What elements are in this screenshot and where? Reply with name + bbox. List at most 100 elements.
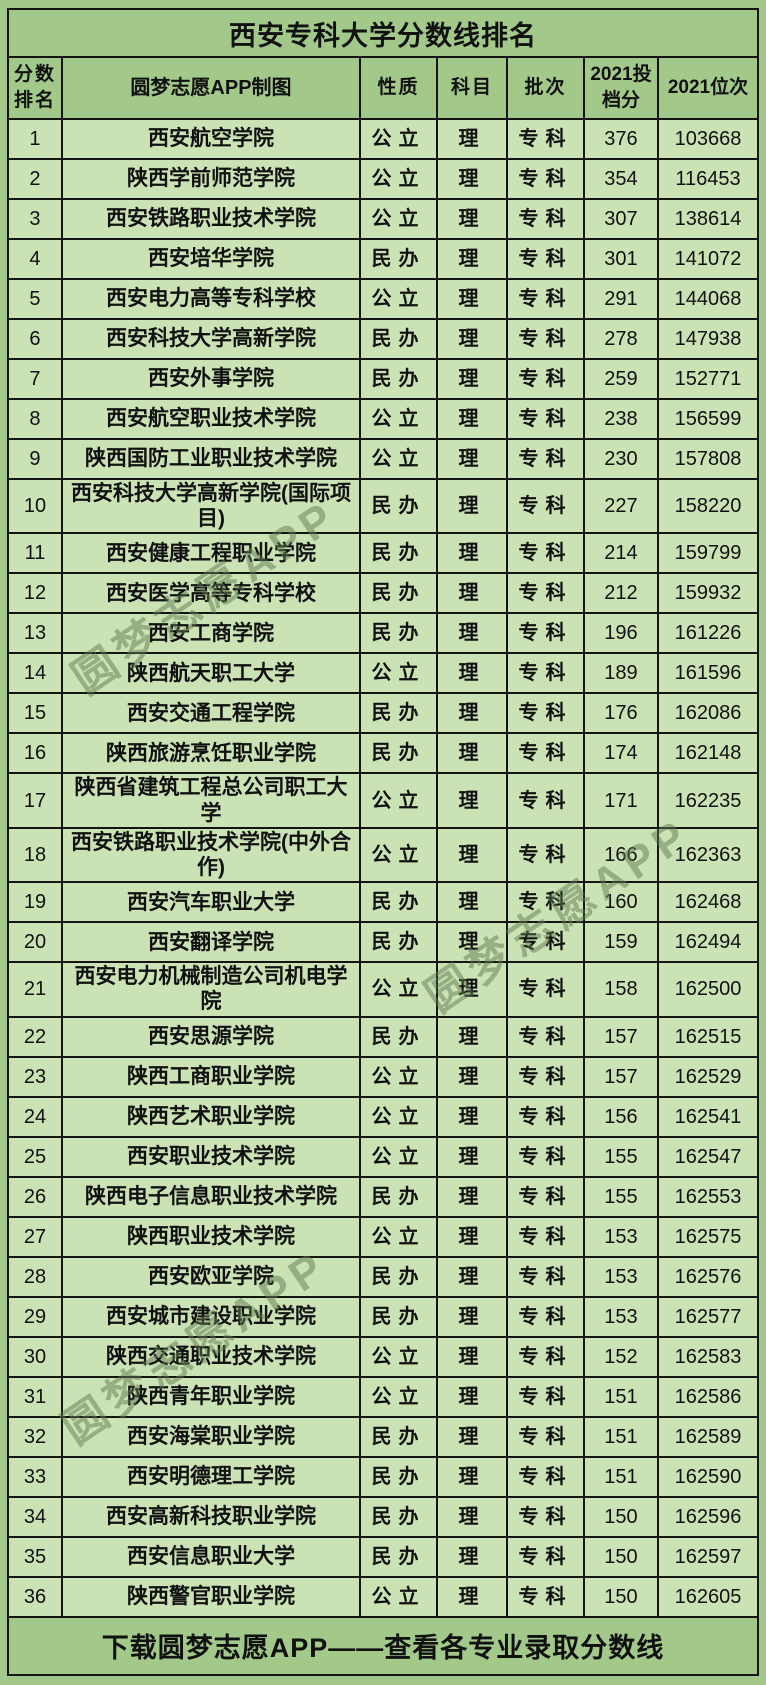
- cell-subject: 理: [435, 572, 508, 615]
- cell-nature: 民办: [358, 1175, 438, 1218]
- cell-rank: 36: [6, 1575, 63, 1618]
- cell-batch: 专科: [505, 1175, 585, 1218]
- cell-school: 陕西职业技术学院: [60, 1215, 361, 1258]
- cell-position: 162500: [656, 961, 760, 1018]
- cell-score: 301: [582, 238, 659, 280]
- cell-rank: 31: [6, 1375, 63, 1418]
- cell-nature: 公立: [358, 1575, 438, 1618]
- cell-position: 162586: [656, 1375, 760, 1418]
- cell-position: 162553: [656, 1175, 760, 1218]
- cell-subject: 理: [435, 692, 508, 735]
- footer-banner: 下载圆梦志愿APP——查看各专业录取分数线: [6, 1615, 760, 1676]
- table-row: 2 陕西学前师范学院 公立理专科 354 116453: [6, 158, 760, 200]
- cell-position: 162541: [656, 1095, 760, 1138]
- cell-position: 141072: [656, 238, 760, 280]
- cell-position: 162529: [656, 1055, 760, 1098]
- cell-nature: 公立: [358, 1335, 438, 1378]
- col-header-rank: 分数排名: [6, 56, 63, 120]
- cell-nature: 公立: [358, 1135, 438, 1178]
- cell-school: 西安健康工程职业学院: [60, 532, 361, 575]
- cell-school: 西安科技大学高新学院: [60, 318, 361, 360]
- table-row: 11 西安健康工程职业学院 民办理专科 214 159799: [6, 532, 760, 575]
- cell-score: 150: [582, 1535, 659, 1578]
- cell-rank: 10: [6, 477, 63, 535]
- cell-batch: 专科: [505, 118, 585, 160]
- rankings-table: 西安专科大学分数线排名 分数排名 圆梦志愿APP制图 性质 科目 批次 2021投档分 20…: [6, 8, 760, 1676]
- cell-rank: 14: [6, 652, 63, 695]
- table-row: 3 西安铁路职业技术学院 公立理专科 307 138614: [6, 198, 760, 240]
- cell-position: 157808: [656, 438, 760, 480]
- cell-position: 161226: [656, 612, 760, 655]
- cell-rank: 34: [6, 1495, 63, 1538]
- table-body: 1 西安航空学院 公立理专科 376 103668 2 陕西学前师范学院 公立理专科 354 11…: [6, 118, 760, 1618]
- cell-nature: 公立: [358, 278, 438, 320]
- table-row: 7 西安外事学院 民办理专科 259 152771: [6, 358, 760, 400]
- cell-subject: 理: [435, 1335, 508, 1378]
- cell-subject: 理: [435, 1535, 508, 1578]
- cell-school: 西安电力高等专科学校: [60, 278, 361, 320]
- cell-batch: 专科: [505, 398, 585, 440]
- cell-rank: 12: [6, 572, 63, 615]
- cell-batch: 专科: [505, 438, 585, 480]
- table-row: 16 陕西旅游烹饪职业学院 民办理专科 174 162148: [6, 732, 760, 775]
- cell-subject: 理: [435, 961, 508, 1018]
- cell-score: 230: [582, 438, 659, 480]
- cell-nature: 公立: [358, 438, 438, 480]
- cell-subject: 理: [435, 1295, 508, 1338]
- cell-score: 153: [582, 1295, 659, 1338]
- cell-subject: 理: [435, 772, 508, 829]
- cell-subject: 理: [435, 921, 508, 964]
- cell-school: 陕西电子信息职业技术学院: [60, 1175, 361, 1218]
- cell-school: 陕西学前师范学院: [60, 158, 361, 200]
- cell-score: 307: [582, 198, 659, 240]
- cell-school: 陕西省建筑工程总公司职工大学: [60, 772, 361, 829]
- cell-subject: 理: [435, 732, 508, 775]
- cell-nature: 民办: [358, 1295, 438, 1338]
- cell-position: 158220: [656, 477, 760, 535]
- cell-nature: 民办: [358, 692, 438, 735]
- cell-subject: 理: [435, 1455, 508, 1498]
- cell-nature: 民办: [358, 238, 438, 280]
- cell-subject: 理: [435, 1215, 508, 1258]
- cell-rank: 17: [6, 772, 63, 829]
- cell-batch: 专科: [505, 772, 585, 829]
- cell-score: 151: [582, 1455, 659, 1498]
- cell-school: 西安信息职业大学: [60, 1535, 361, 1578]
- cell-nature: 公立: [358, 652, 438, 695]
- cell-batch: 专科: [505, 881, 585, 924]
- cell-position: 156599: [656, 398, 760, 440]
- cell-nature: 公立: [358, 772, 438, 829]
- table-row: 30 陕西交通职业技术学院 公立理专科 152 162583: [6, 1335, 760, 1378]
- cell-batch: 专科: [505, 278, 585, 320]
- table-row: 35 西安信息职业大学 民办理专科 150 162597: [6, 1535, 760, 1578]
- cell-batch: 专科: [505, 358, 585, 400]
- cell-rank: 19: [6, 881, 63, 924]
- cell-school: 西安外事学院: [60, 358, 361, 400]
- table-row: 24 陕西艺术职业学院 公立理专科 156 162541: [6, 1095, 760, 1138]
- cell-rank: 13: [6, 612, 63, 655]
- table-row: 20 西安翻译学院 民办理专科 159 162494: [6, 921, 760, 964]
- table-row: 9 陕西国防工业职业技术学院 公立理专科 230 157808: [6, 438, 760, 480]
- cell-school: 西安职业技术学院: [60, 1135, 361, 1178]
- cell-subject: 理: [435, 438, 508, 480]
- cell-batch: 专科: [505, 318, 585, 360]
- cell-nature: 民办: [358, 358, 438, 400]
- cell-score: 160: [582, 881, 659, 924]
- cell-batch: 专科: [505, 1495, 585, 1538]
- cell-score: 156: [582, 1095, 659, 1138]
- cell-score: 155: [582, 1135, 659, 1178]
- cell-position: 162596: [656, 1495, 760, 1538]
- cell-nature: 民办: [358, 1535, 438, 1578]
- cell-school: 西安航空职业技术学院: [60, 398, 361, 440]
- cell-school: 西安培华学院: [60, 238, 361, 280]
- table-row: 21 西安电力机械制造公司机电学院 公立理专科 158 162500: [6, 961, 760, 1018]
- table-row: 31 陕西青年职业学院 公立理专科 151 162586: [6, 1375, 760, 1418]
- cell-school: 西安欧亚学院: [60, 1255, 361, 1298]
- cell-school: 西安科技大学高新学院(国际项目): [60, 477, 361, 535]
- cell-batch: 专科: [505, 612, 585, 655]
- header-row: 分数排名 圆梦志愿APP制图 性质 科目 批次 2021投档分 2021位次: [6, 56, 760, 120]
- cell-score: 157: [582, 1015, 659, 1058]
- cell-rank: 20: [6, 921, 63, 964]
- cell-nature: 民办: [358, 1495, 438, 1538]
- cell-rank: 22: [6, 1015, 63, 1058]
